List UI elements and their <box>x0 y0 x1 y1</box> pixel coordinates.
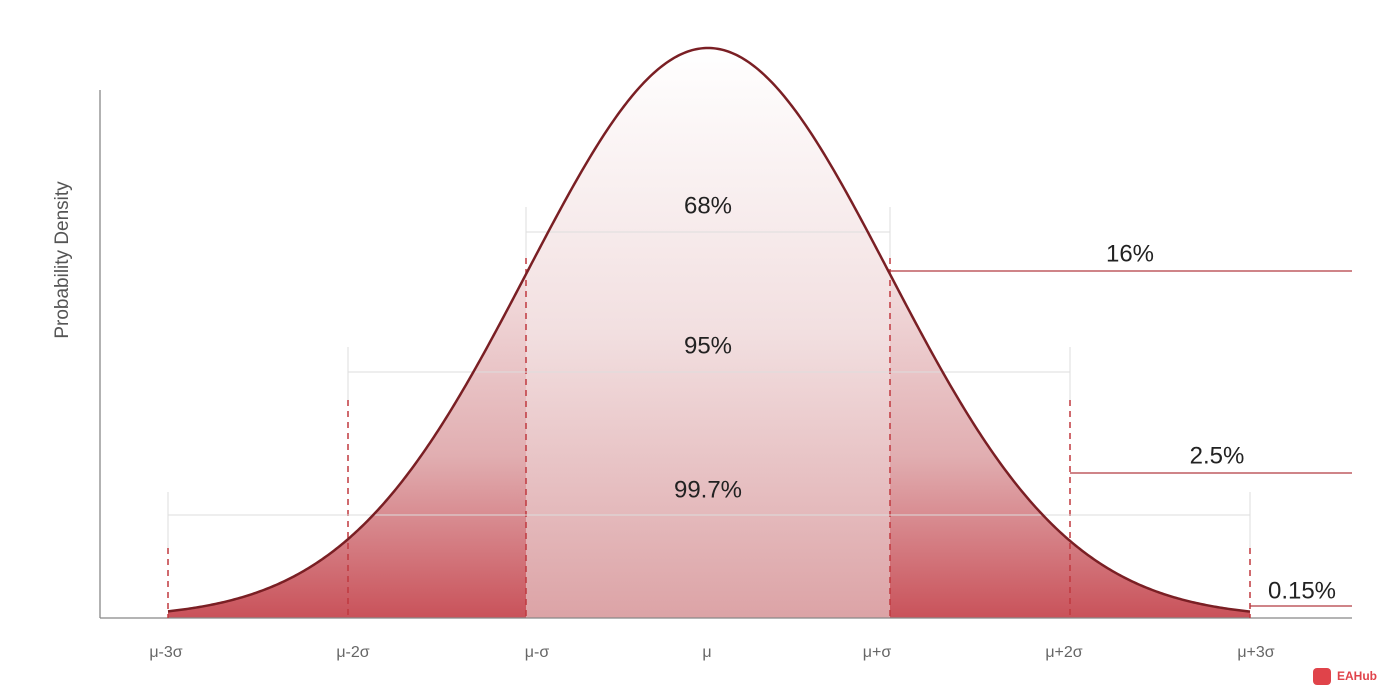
x-label: μ <box>702 644 711 661</box>
x-label: μ+3σ <box>1237 644 1274 661</box>
area-fill <box>168 274 526 618</box>
tail-label: 16% <box>1106 240 1154 267</box>
tail-label: 2.5% <box>1190 442 1245 469</box>
x-label: μ+σ <box>863 644 892 661</box>
interval-label: 95% <box>684 332 732 359</box>
y-axis-label: Probability Density <box>52 181 73 339</box>
interval-label: 99.7% <box>674 476 742 503</box>
curve <box>167 46 1251 613</box>
watermark-text: EAHub <box>1337 669 1377 683</box>
curve-area <box>168 48 1250 618</box>
x-label: μ+2σ <box>1045 644 1082 661</box>
x-label: μ-3σ <box>149 644 182 661</box>
watermark: EAHub <box>1313 668 1377 685</box>
sigma-lines <box>167 258 1251 618</box>
x-label: μ-σ <box>525 644 550 661</box>
area-fill <box>890 274 1250 618</box>
x-label: μ-2σ <box>336 644 369 661</box>
tail-lines <box>890 270 1352 607</box>
brackets <box>167 207 1251 548</box>
tail-label: 0.15% <box>1268 577 1336 604</box>
interval-label: 68% <box>684 192 732 219</box>
